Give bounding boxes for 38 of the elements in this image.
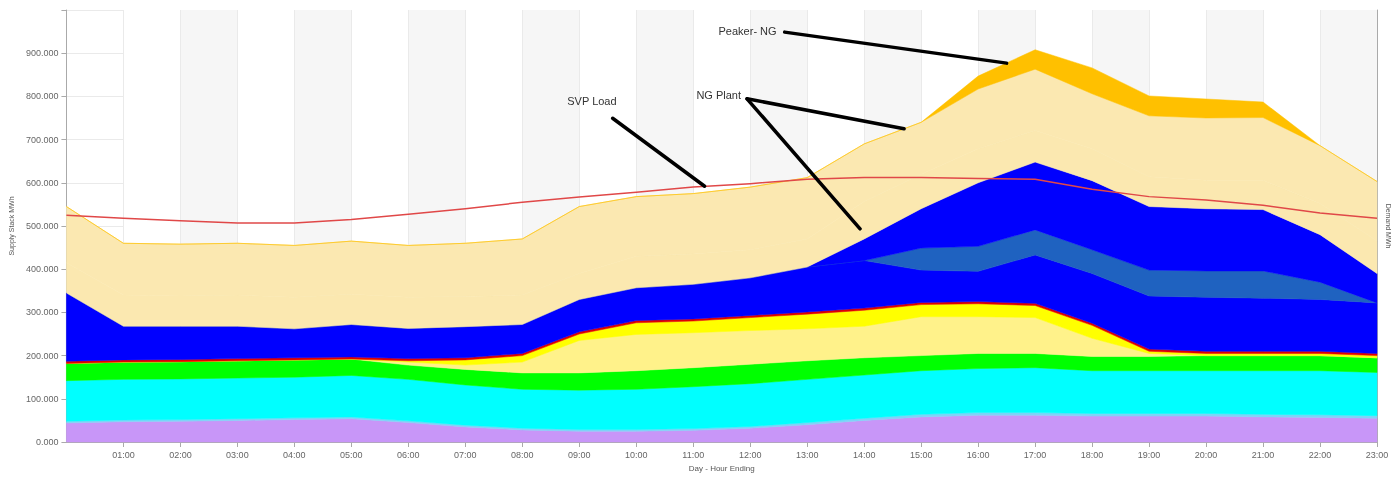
x-tick-label: 04:00 [283,449,306,460]
y-tick-label: 100.000 [25,393,59,404]
y-tick-label: 0.000 [35,437,59,447]
y-tick-label: 400.000 [25,264,59,275]
x-tick-label: 03:00 [226,449,249,460]
x-tick-label: 11:00 [682,449,705,460]
x-tick-label: 15:00 [909,449,933,460]
x-tick-label: 23:00 [1365,449,1389,460]
x-tick-label: 21:00 [1251,449,1275,460]
y-tick-label: 500.000 [25,221,59,231]
annotation: SVP Load [567,95,617,108]
x-tick-label: 18:00 [1080,449,1104,460]
x-tick-label: 01:00 [112,449,135,460]
y-tick-label: 600.000 [25,177,59,188]
x-tick-label: 16:00 [966,449,990,460]
x-tick-label: 07:00 [454,449,477,460]
y-tick-label: 300.000 [25,307,59,318]
x-tick-label: 14:00 [852,449,876,460]
y-tick-label: 900.000 [25,48,59,59]
y-tick-label: 700.000 [25,134,59,145]
x-tick-label: 10:00 [624,449,648,460]
x-tick-label: 20:00 [1194,449,1218,460]
line-series [65,176,1378,224]
x-tick-label: 06:00 [397,449,420,460]
x-tick-label: 09:00 [568,449,591,460]
x-tick-label: 05:00 [340,449,363,460]
x-axis-title: Day - Hour Ending [688,463,755,473]
x-tick-label: 17:00 [1023,449,1047,460]
x-tick-label: 13:00 [795,449,819,460]
x-tick-label: 12:00 [738,449,762,460]
y-tick-label: 800.000 [25,91,59,102]
x-tick-label: 02:00 [169,449,192,460]
x-tick-label: 22:00 [1308,449,1332,460]
annotation: Peaker- NG [718,25,777,38]
annotation: NG Plant [696,88,742,101]
x-tick-label: 08:00 [511,449,534,460]
y-tick-label: 200.000 [25,350,59,361]
x-tick-label: 19:00 [1137,449,1161,460]
